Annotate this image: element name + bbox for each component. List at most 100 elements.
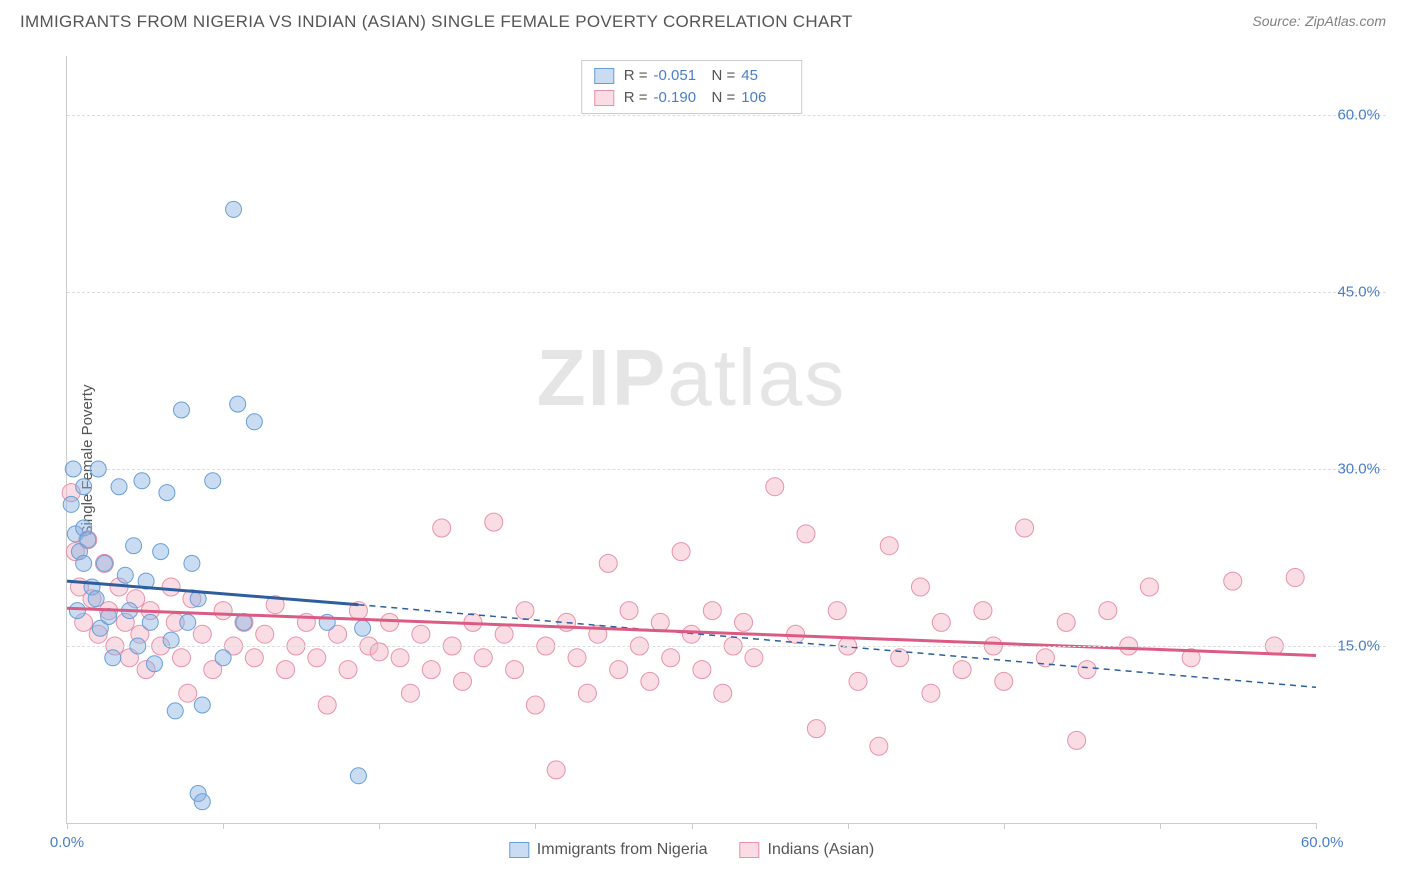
data-point-nigeria	[105, 650, 121, 666]
data-point-indians	[516, 602, 534, 620]
data-point-nigeria	[76, 479, 92, 495]
data-point-indians	[922, 684, 940, 702]
data-point-nigeria	[142, 614, 158, 630]
swatch-indians	[594, 90, 614, 106]
data-point-indians	[214, 602, 232, 620]
x-tick-label: 0.0%	[50, 834, 84, 851]
data-point-nigeria	[134, 473, 150, 489]
series-legend: Immigrants from Nigeria Indians (Asian)	[509, 841, 874, 859]
data-point-nigeria	[76, 555, 92, 571]
data-point-nigeria	[80, 532, 96, 548]
data-point-indians	[422, 661, 440, 679]
data-point-indians	[454, 672, 472, 690]
data-point-nigeria	[63, 496, 79, 512]
data-point-nigeria	[226, 201, 242, 217]
data-point-nigeria	[205, 473, 221, 489]
data-point-indians	[693, 661, 711, 679]
data-point-indians	[599, 554, 617, 572]
n-value-indians: 106	[741, 87, 789, 109]
x-tick	[692, 823, 693, 829]
data-point-nigeria	[153, 544, 169, 560]
x-tick-label: 60.0%	[1301, 834, 1344, 851]
plot-area: ZIPatlas R = -0.051 N = 45 R = -0.190 N …	[66, 56, 1316, 824]
data-point-indians	[1068, 731, 1086, 749]
data-point-indians	[318, 696, 336, 714]
gridline	[67, 292, 1386, 293]
r-label: R =	[624, 65, 648, 87]
data-point-nigeria	[355, 620, 371, 636]
data-point-nigeria	[194, 697, 210, 713]
data-point-indians	[735, 613, 753, 631]
data-point-indians	[641, 672, 659, 690]
data-point-nigeria	[146, 656, 162, 672]
data-point-indians	[1140, 578, 1158, 596]
data-point-nigeria	[230, 396, 246, 412]
legend-item-nigeria: Immigrants from Nigeria	[509, 841, 708, 859]
data-point-nigeria	[236, 614, 252, 630]
data-point-indians	[172, 649, 190, 667]
data-point-indians	[683, 625, 701, 643]
x-tick	[848, 823, 849, 829]
source-attribution: Source: ZipAtlas.com	[1252, 13, 1386, 31]
data-point-nigeria	[215, 650, 231, 666]
gridline	[67, 646, 1386, 647]
r-label: R =	[624, 87, 648, 109]
data-point-indians	[474, 649, 492, 667]
data-point-indians	[339, 661, 357, 679]
x-tick	[535, 823, 536, 829]
data-point-indians	[1057, 613, 1075, 631]
data-point-indians	[277, 661, 295, 679]
data-point-indians	[162, 578, 180, 596]
gridline	[67, 115, 1386, 116]
data-point-indians	[179, 684, 197, 702]
data-point-indians	[703, 602, 721, 620]
data-point-indians	[193, 625, 211, 643]
data-point-nigeria	[117, 567, 133, 583]
data-point-indians	[308, 649, 326, 667]
data-point-indians	[745, 649, 763, 667]
swatch-nigeria	[509, 842, 529, 858]
r-value-nigeria: -0.051	[654, 65, 702, 87]
data-point-nigeria	[173, 402, 189, 418]
x-tick	[1004, 823, 1005, 829]
chart-title: IMMIGRANTS FROM NIGERIA VS INDIAN (ASIAN…	[20, 12, 853, 32]
data-point-nigeria	[246, 414, 262, 430]
data-point-indians	[578, 684, 596, 702]
legend-item-indians: Indians (Asian)	[739, 841, 874, 859]
data-point-indians	[1286, 569, 1304, 587]
correlation-legend: R = -0.051 N = 45 R = -0.190 N = 106	[581, 60, 803, 114]
data-point-indians	[495, 625, 513, 643]
legend-row-indians: R = -0.190 N = 106	[594, 87, 790, 109]
r-value-indians: -0.190	[654, 87, 702, 109]
data-point-indians	[433, 519, 451, 537]
x-tick	[379, 823, 380, 829]
data-point-indians	[256, 625, 274, 643]
data-point-indians	[1078, 661, 1096, 679]
data-point-indians	[1016, 519, 1034, 537]
data-point-indians	[849, 672, 867, 690]
data-point-nigeria	[184, 555, 200, 571]
data-point-indians	[568, 649, 586, 667]
data-point-indians	[974, 602, 992, 620]
data-point-indians	[381, 613, 399, 631]
x-tick	[223, 823, 224, 829]
data-point-nigeria	[194, 794, 210, 810]
data-point-indians	[672, 543, 690, 561]
data-point-nigeria	[167, 703, 183, 719]
y-tick-label: 60.0%	[1337, 107, 1380, 124]
n-label: N =	[712, 87, 736, 109]
swatch-indians	[739, 842, 759, 858]
scatter-svg	[67, 56, 1316, 823]
data-point-nigeria	[69, 603, 85, 619]
data-point-indians	[766, 478, 784, 496]
data-point-indians	[807, 720, 825, 738]
chart-container: Single Female Poverty ZIPatlas R = -0.05…	[20, 48, 1386, 872]
data-point-indians	[870, 737, 888, 755]
data-point-indians	[391, 649, 409, 667]
data-point-indians	[547, 761, 565, 779]
y-tick-label: 30.0%	[1337, 461, 1380, 478]
data-point-indians	[245, 649, 263, 667]
x-tick	[1160, 823, 1161, 829]
data-point-indians	[714, 684, 732, 702]
data-point-nigeria	[350, 768, 366, 784]
